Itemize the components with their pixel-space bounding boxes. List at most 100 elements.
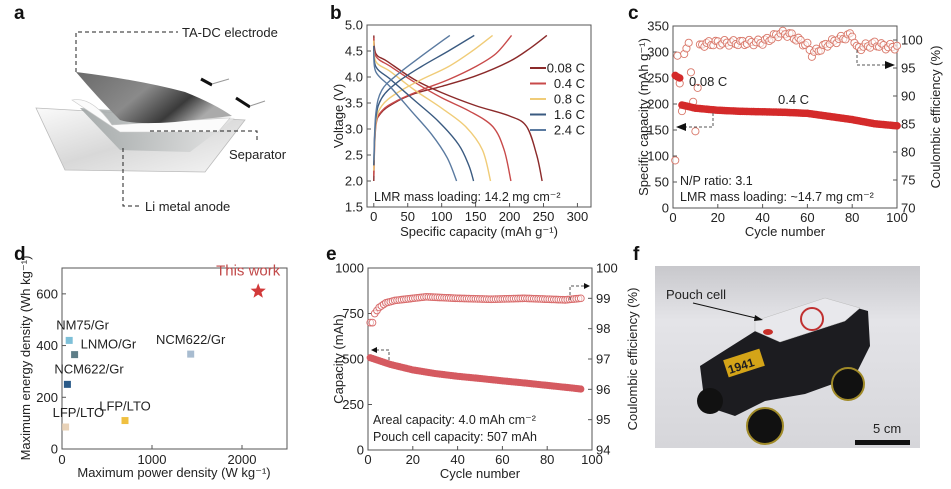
red-beacon — [763, 329, 773, 335]
chart-b-annotation: LMR mass loading: 14.2 mg cm⁻² — [374, 190, 561, 204]
chart-b-xtick-label: 0 — [370, 209, 377, 224]
chart-d-ylabel: Maximum energy density (Wh kg⁻¹) — [18, 256, 33, 461]
chart-e-annotation-areal: Areal capacity: 4.0 mAh cm⁻² — [373, 413, 536, 427]
car-hood-decal — [723, 348, 765, 378]
chart-e-capacity-point — [577, 385, 585, 393]
chart-c-ytick-label: 0 — [662, 201, 669, 216]
chart-e-ce-point — [368, 318, 377, 327]
chart-d-point — [63, 380, 71, 388]
chart-e-ytick-label: 100 — [596, 261, 618, 276]
capacity-axis-arrowhead — [676, 123, 686, 131]
anode-leader-line — [122, 148, 140, 207]
car-body — [700, 306, 870, 416]
chart-b-xtick-label: 250 — [533, 209, 555, 224]
chart-b-legend-label: 2.4 C — [554, 123, 585, 138]
chart-c-annotation-loading: LMR mass loading: ~14.7 mg cm⁻² — [680, 190, 874, 204]
chart-e-xtick-label: 0 — [364, 452, 371, 467]
chart-e-annotation-pouch: Pouch cell capacity: 507 mAh — [373, 430, 537, 444]
chart-b-xtick-label: 300 — [567, 209, 589, 224]
chart-e-ytick-label: 97 — [596, 352, 610, 367]
chart-c-annotation-np: N/P ratio: 3.1 — [680, 174, 753, 188]
chart-d-point — [187, 350, 195, 358]
chart-e-xtick-label: 40 — [450, 452, 464, 467]
chart-d-point-label: LFP/LTO — [53, 405, 105, 420]
chart-c-ytick-label: 85 — [901, 117, 915, 132]
chart-c-ytick-label: 75 — [901, 173, 915, 188]
chart-d-point-label: LNMO/Gr — [81, 337, 137, 352]
tab-2 — [235, 96, 251, 109]
chart-b-xlabel: Specific capacity (mAh g⁻¹) — [400, 224, 558, 239]
chart-c-xtick-label: 20 — [711, 210, 725, 225]
chart-d-xtick-label: 0 — [58, 452, 65, 467]
chart-d-xtick-label: 1000 — [138, 452, 167, 467]
chart-c-ce-point — [693, 83, 702, 92]
chart-c-ytick-label: 200 — [647, 97, 669, 112]
chart-c-ytick-label: 100 — [901, 33, 923, 48]
chart-e-ce-point — [576, 294, 585, 303]
chart-b-legend-label: 1.6 C — [554, 107, 585, 122]
ce-axis-arrow — [856, 50, 885, 66]
chart-b-discharge-curve-4 — [373, 50, 458, 182]
separator-leader-line — [150, 130, 258, 140]
chart-c-capacity-point — [675, 74, 684, 82]
chart-c-ce-point — [803, 38, 812, 47]
chart-c-ce-point — [671, 156, 680, 165]
chart-d-point — [71, 351, 79, 359]
wheel-front — [746, 407, 784, 445]
chart-c-annotation-rate-1: 0.08 C — [689, 74, 727, 89]
electrode-label: TA-DC electrode — [182, 25, 278, 40]
chart-c-ytick-label: 70 — [901, 201, 915, 216]
chart-e-ylabel-right: Coulombic efficiency (%) — [625, 288, 640, 431]
chart-e-xtick-label: 20 — [406, 452, 420, 467]
chart-d-xlabel: Maximum power density (W kg⁻¹) — [77, 465, 270, 480]
chart-c-ytick-label: 50 — [655, 175, 669, 190]
chart-c-ytick-label: 90 — [901, 89, 915, 104]
chart-e-ytick-label: 99 — [596, 291, 610, 306]
panel-letter-d: d — [14, 244, 26, 265]
chart-c-ce-point — [686, 68, 695, 77]
chart-b-ytick-label: 3.5 — [345, 96, 363, 111]
chart-b-discharge-curve-1 — [373, 37, 512, 182]
chart-e-xtick-label: 80 — [540, 452, 554, 467]
ce-axis-arrowhead — [584, 283, 590, 289]
chart-c-ytick-label: 80 — [901, 145, 915, 160]
tab-1 — [200, 77, 213, 87]
panel-letter-b: b — [330, 3, 342, 24]
chart-b-ytick-label: 2.5 — [345, 148, 363, 163]
chart-b-ytick-label: 1.5 — [345, 200, 363, 215]
chart-c-ce-point — [691, 127, 700, 136]
chart-d-ytick-label: 600 — [36, 286, 58, 301]
chart-e-ytick-label: 95 — [596, 412, 610, 427]
panel-letter-f: f — [633, 244, 640, 265]
electrode-sheet — [76, 72, 232, 124]
chart-b-legend-label: 0.8 C — [554, 92, 585, 107]
chart-c-ytick-label: 350 — [647, 19, 669, 34]
pouch-cell-pointer — [692, 302, 761, 320]
chart-d-point — [65, 336, 73, 344]
chart-b-legend-label: 0.08 C — [547, 61, 585, 76]
anode-label: Li metal anode — [145, 199, 230, 214]
chart-d-point — [121, 417, 129, 425]
chart-c-xtick-label: 40 — [755, 210, 769, 225]
chart-e-ytick-label: 98 — [596, 321, 610, 336]
chart-c-ytick-label: 150 — [647, 123, 669, 138]
chart-c-annotation-rate-2: 0.4 C — [778, 92, 809, 107]
chart-b-ylabel: Voltage (V) — [331, 84, 346, 148]
chart-b-charge-curve-4 — [373, 34, 451, 161]
chart-e-ytick-label: 500 — [342, 352, 364, 367]
chart-c-ylabel-left: Specific capacity (mAh g⁻¹) — [636, 38, 651, 196]
pouch-cell — [754, 297, 861, 343]
chart-c-xtick-label: 60 — [800, 210, 814, 225]
panel-a-schematic: TA-DC electrode Separator Li metal anode — [35, 25, 287, 214]
tab-1-lead — [211, 78, 230, 85]
chart-e-xtick-label: 60 — [495, 452, 509, 467]
pouch-cell-label: Pouch cell — [666, 287, 726, 302]
panel-letter-a: a — [14, 3, 25, 24]
wheel-rear — [831, 367, 865, 401]
chart-e-ytick-label: 96 — [596, 382, 610, 397]
chart-c-ce-point — [892, 41, 902, 50]
chart-e-ytick-label: 0 — [357, 443, 364, 458]
chart-d-ytick-label: 0 — [51, 442, 58, 457]
